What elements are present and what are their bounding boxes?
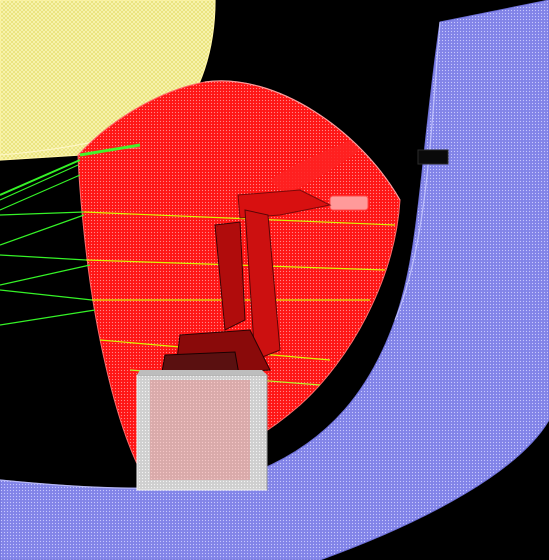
sensor-beams xyxy=(0,143,396,386)
robot-pedestal[interactable] xyxy=(136,370,268,491)
sensor-mount[interactable] xyxy=(417,149,449,165)
robot-arm[interactable] xyxy=(159,140,369,384)
